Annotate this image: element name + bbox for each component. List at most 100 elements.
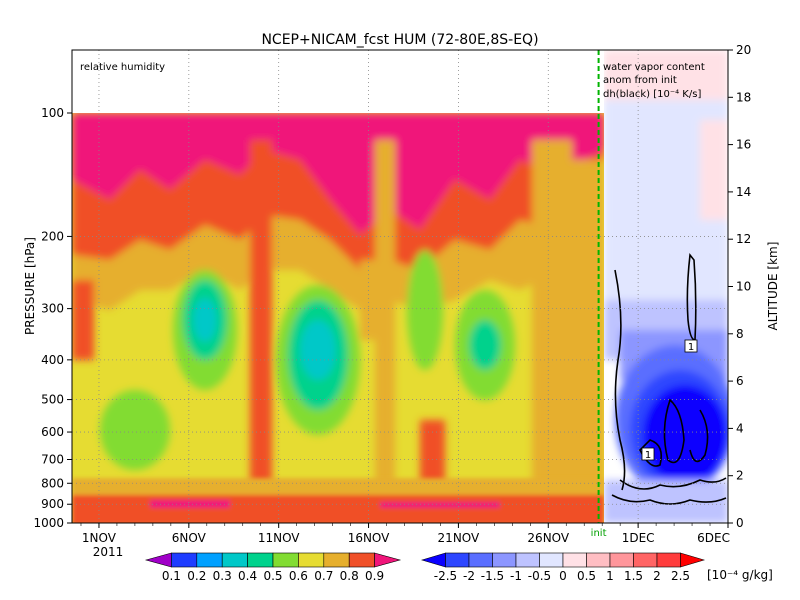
colorbar-swatch: [374, 552, 402, 568]
y-right-tick-label: 4: [736, 421, 744, 435]
rh-band-orange-red: [72, 150, 604, 270]
colorbar-swatch: [171, 552, 198, 568]
colorbar-label: 0.8: [340, 569, 359, 583]
y-left-tick-label: 800: [41, 476, 64, 490]
colorbar-swatch: [586, 552, 611, 568]
colorbar-label: 0.5: [263, 569, 282, 583]
x-year-label: 2011: [93, 545, 124, 559]
x-axis: 1NOV 6NOV 11NOV 16NOV 21NOV 26NOV 1DEC 6DEC: [80, 523, 730, 545]
x-tick-label: 21NOV: [438, 531, 480, 545]
y-axis-right: 0 2 4 6 8 10 12 14 16 18 20: [728, 43, 751, 530]
y-right-tick-label: 2: [736, 469, 744, 483]
y-left-tick-label: 200: [41, 229, 64, 243]
rh-field: [72, 113, 604, 523]
colorbar-label: 0.3: [213, 569, 232, 583]
colorbar-label: 0.9: [365, 569, 384, 583]
y-left-tick-label: 900: [41, 497, 64, 511]
chart-title: NCEP+NICAM_fcst HUM (72-80E,8S-EQ): [261, 32, 538, 48]
colorbar-label: 2.5: [671, 569, 690, 583]
y-right-tick-label: 6: [736, 374, 744, 388]
colorbar-swatch: [492, 552, 517, 568]
colorbar-label: 0.2: [187, 569, 206, 583]
right-panel-label-line1: water vapor content: [603, 62, 705, 73]
y-right-tick-label: 18: [736, 90, 751, 104]
right-panel-label-line3: dh(black) [10⁻⁴ K/s]: [603, 89, 701, 100]
colorbar-label: 0.5: [577, 569, 596, 583]
x-tick-label: 6DEC: [697, 531, 730, 545]
y-axis-left-title: PRESSURE [hPa]: [23, 237, 37, 335]
colorbar-label: 0.4: [238, 569, 257, 583]
x-tick-label: 16NOV: [348, 531, 390, 545]
anomaly-field: 1 1: [604, 50, 728, 523]
right-panel-label-line2: anom from init: [603, 75, 677, 86]
colorbar-label: 1.5: [624, 569, 643, 583]
colorbar-label: 0: [559, 569, 567, 583]
y-right-tick-label: 0: [736, 516, 744, 530]
colorbar-label: -0.5: [528, 569, 551, 583]
colorbar-rh: 0.1 0.2 0.3 0.4 0.5 0.6 0.7 0.8 0.9: [144, 552, 402, 583]
colorbar-swatch: [562, 552, 587, 568]
colorbar-label: 0.6: [289, 569, 308, 583]
colorbar-swatch: [420, 552, 446, 568]
colorbar-swatch: [272, 552, 299, 568]
colorbar-label: -1.5: [481, 569, 504, 583]
x-tick-label: 26NOV: [527, 531, 569, 545]
contour-label-box-lower: [641, 447, 655, 461]
y-axis-left: 100 200 300 400 500 600 700 800 900 1000: [33, 106, 72, 530]
anomaly-unit-label: [10⁻⁴ g/kg]: [707, 568, 773, 582]
colorbar-swatch: [221, 552, 248, 568]
colorbar-label: 1: [606, 569, 614, 583]
dh-contours: [611, 252, 727, 505]
y-right-tick-label: 12: [736, 232, 751, 246]
colorbar-swatch: [196, 552, 223, 568]
colorbar-swatch: [144, 552, 172, 568]
contour-label-upper: 1: [688, 342, 694, 353]
colorbar-label: 2: [653, 569, 661, 583]
colorbar-label: -1: [510, 569, 522, 583]
colorbar-swatch: [468, 552, 493, 568]
colorbar-swatch: [680, 552, 706, 568]
rh-band-orange: [72, 200, 604, 310]
y-right-tick-label: 20: [736, 43, 751, 57]
colorbar-swatch: [247, 552, 274, 568]
y-right-tick-label: 16: [736, 138, 751, 152]
colorbar-swatch: [298, 552, 325, 568]
y-left-tick-label: 500: [41, 393, 64, 407]
y-right-tick-label: 10: [736, 280, 751, 294]
y-right-tick-label: 8: [736, 327, 744, 341]
y-left-tick-label: 400: [41, 353, 64, 367]
left-panel-label: relative humidity: [80, 62, 165, 73]
colorbar-swatch: [633, 552, 658, 568]
contour-label-box-upper: [684, 339, 698, 353]
y-left-tick-label: 700: [41, 452, 64, 466]
colorbar-label: 0.1: [162, 569, 181, 583]
colorbar-swatch: [656, 552, 681, 568]
x-tick-label: 1DEC: [622, 531, 655, 545]
colorbar-anomaly: -2.5 -2 -1.5 -1 -0.5 0 0.5 1 1.5 2 2.5: [420, 552, 706, 583]
y-left-tick-label: 300: [41, 302, 64, 316]
y-left-tick-label: 1000: [33, 516, 64, 530]
x-tick-label: 11NOV: [258, 531, 300, 545]
upper-blank-area: [73, 51, 603, 112]
contour-label-lower: 1: [645, 450, 651, 461]
rh-blobs: [72, 113, 604, 520]
y-left-tick-label: 100: [41, 106, 64, 120]
colorbar-label: 0.7: [314, 569, 333, 583]
colorbar-swatch: [323, 552, 350, 568]
x-tick-label: 6NOV: [172, 531, 207, 545]
rh-boundary-layer: [72, 478, 604, 523]
colorbar-label: -2: [463, 569, 475, 583]
y-axis-right-title: ALTITUDE [km]: [766, 242, 780, 331]
x-tick-label: 1NOV: [82, 531, 117, 545]
colorbar-swatch: [515, 552, 540, 568]
colorbar-swatch: [609, 552, 634, 568]
colorbar-label: -2.5: [434, 569, 457, 583]
colorbar-swatch: [445, 552, 470, 568]
y-left-tick-label: 600: [41, 425, 64, 439]
colorbar-swatch: [539, 552, 564, 568]
init-label: init: [591, 528, 607, 539]
y-right-tick-label: 14: [736, 185, 751, 199]
colorbar-swatch: [348, 552, 375, 568]
rh-high-upper: [72, 113, 604, 235]
